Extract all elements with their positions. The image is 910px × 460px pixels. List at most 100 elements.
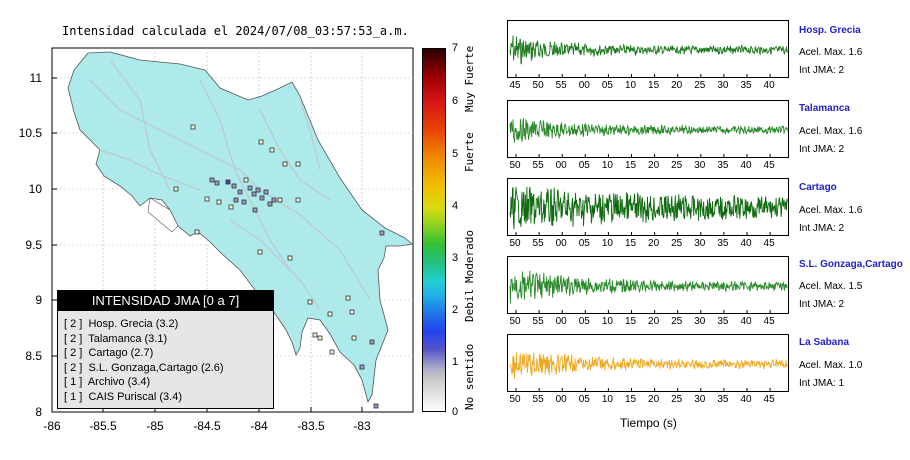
waveform-tick-label: 45 [763,238,775,249]
legend-row: [ 2 ] S.L. Gonzaga,Cartago (2.6) [64,361,224,374]
waveform-tick-label: 50 [509,316,521,327]
waveform-tick-label: 25 [694,80,706,91]
waveform-tick-label: 40 [740,394,752,405]
waveform-trace [509,352,788,392]
station-accel: Acel. Max. 1.6 [799,47,863,58]
y-tick-label: 8.5 [25,349,42,363]
station-name: Talamanca [799,103,850,114]
waveform-tick-label: 55 [532,316,544,327]
waveform-tick-label: 50 [509,238,521,249]
station-jma: Int JMA: 1 [799,378,845,389]
x-tick-label: -84 [250,419,268,433]
waveform-tick-label: 45 [763,316,775,327]
waveform-tick-label: 55 [555,80,567,91]
x-tick-label: -84.5 [193,419,221,433]
waveform-tick-label: 15 [624,394,637,405]
waveform-tick-label: 30 [694,238,706,249]
waveform-tick-label: 40 [763,80,775,91]
legend-row: [ 1 ] Archivo (3.4) [64,376,151,388]
waveform-tick-label: 30 [717,80,729,91]
x-tick-label: -83 [353,419,371,433]
waveform-tick-label: 55 [532,160,544,171]
waveform-tick-label: 50 [509,394,521,405]
legend-row: [ 1 ] CAIS Puriscal (3.4) [64,390,182,403]
map-title: Intensidad calculada el 2024/07/08_03:57… [62,24,409,38]
waveform-tick-label: 10 [601,160,613,171]
y-tick-label: 11 [29,71,42,85]
waveform-tick-label: 25 [671,160,683,171]
colorbar-tick: 7 [452,42,459,54]
waveform-tick-label: 20 [648,316,660,327]
station-accel: Acel. Max. 1.0 [799,360,863,371]
waveform-tick-label: 40 [740,316,752,327]
y-tick-label: 9.5 [25,238,42,252]
waveform-tick-label: 45 [509,80,521,91]
time-axis-label: Tiempo (s) [620,416,677,430]
colorbar-label-muy-fuerte: Muy Fuerte [463,45,476,113]
station-name: Hosp. Grecia [799,25,861,36]
waveform-tick-label: 55 [532,238,544,249]
colorbar-label-debil: Debil [463,288,476,322]
waveform-tick-label: 15 [624,316,637,327]
colorbar-tick: 4 [452,200,459,212]
waveform-tick-label: 05 [601,80,613,91]
x-tick-label: -85 [146,419,164,433]
colorbar-label-moderado: Moderado [463,230,476,284]
legend-row: [ 2 ] Hosp. Grecia (3.2) [64,318,179,330]
road-network [89,59,371,311]
waveform-tick-label: 25 [671,316,683,327]
station-accel: Acel. Max. 1.5 [799,281,863,292]
x-tick-label: -86 [43,419,61,433]
waveform-panel [507,20,789,78]
waveform-tick-label: 00 [555,316,567,327]
colorbar-tick: 2 [452,304,459,316]
legend-row: [ 2 ] Talamanca (3.1) [64,332,168,345]
waveform-tick-label: 40 [740,160,752,171]
station-name: S.L. Gonzaga,Cartago [799,259,903,270]
waveform-tick-label: 10 [601,238,613,249]
colorbar-tick: 1 [452,356,459,368]
waveform-tick-label: 05 [578,160,590,171]
station-jma: Int JMA: 2 [799,223,845,234]
waveform-tick-label: 05 [578,394,590,405]
waveform-tick-label: 00 [555,160,567,171]
station-jma: Int JMA: 2 [799,65,845,76]
waveform-tick-label: 35 [717,160,729,171]
waveform-tick-label: 45 [763,394,775,405]
waveform-panel [507,100,789,158]
waveform-tick-label: 10 [624,80,637,91]
waveform-tick-label: 20 [671,80,683,91]
waveform-tick-label: 05 [578,238,590,249]
waveform-tick-label: 25 [671,394,683,405]
waveform-tick-label: 20 [648,394,660,405]
colorbar-tick: 0 [452,406,459,418]
waveform-tick-label: 40 [740,238,752,249]
waveform-tick-label: 30 [694,160,706,171]
waveform-tick-label: 45 [763,160,775,171]
waveform-tick-label: 00 [555,238,567,249]
waveform-tick-label: 50 [532,80,544,91]
waveform-trace [509,35,788,78]
waveform-tick-label: 35 [717,238,729,249]
waveform-tick-label: 30 [694,394,706,405]
waveform-tick-label: 35 [717,316,729,327]
waveform-trace [509,270,788,314]
waveform-tick-label: 10 [601,316,613,327]
waveform-tick-label: 35 [740,80,752,91]
waveform-tick-label: 50 [509,160,521,171]
waveform-tick-label: 35 [717,394,729,405]
waveform-tick-label: 10 [601,394,613,405]
waveform-panel [507,334,789,392]
nicoya-gulf [147,197,179,233]
colorbar-label-no-sentido: No sentido [463,343,476,411]
waveform-tick-label: 25 [671,238,683,249]
waveform-tick-label: 20 [648,238,660,249]
colorbar-tick: 3 [452,252,459,264]
station-markers [173,124,385,409]
waveform-tick-label: 15 [648,80,660,91]
waveform-trace [509,186,788,236]
station-jma: Int JMA: 2 [799,144,845,155]
waveform-tick-label: 15 [624,160,637,171]
waveform-tick-label: 15 [624,238,637,249]
waveform-panel [507,256,789,314]
